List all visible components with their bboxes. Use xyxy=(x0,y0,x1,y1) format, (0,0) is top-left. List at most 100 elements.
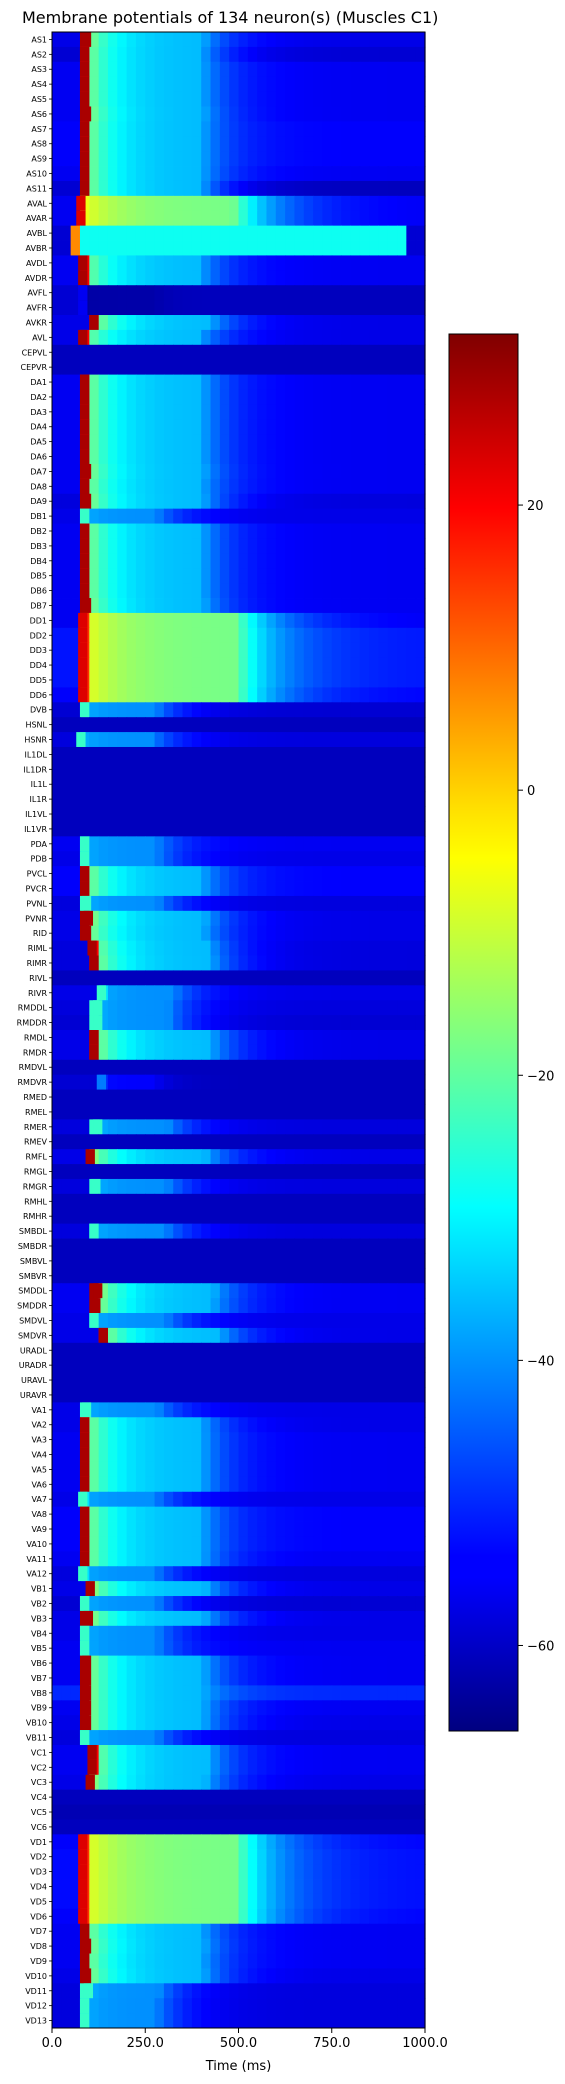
heatmap-cell xyxy=(387,1655,398,1671)
heatmap-cell xyxy=(145,1566,156,1582)
heatmap-cell xyxy=(397,255,407,271)
heatmap-cell xyxy=(52,1342,62,1359)
heatmap-cell xyxy=(61,776,72,793)
heatmap-cell xyxy=(369,1178,379,1195)
heatmap-cell xyxy=(303,806,314,822)
heatmap-cell xyxy=(107,61,118,78)
heatmap-cell xyxy=(107,821,118,837)
heatmap-cell xyxy=(331,434,342,450)
heatmap-cell xyxy=(266,404,277,420)
heatmap-cell xyxy=(378,1283,389,1299)
heatmap-cell xyxy=(89,598,100,614)
heatmap-cell xyxy=(229,1491,240,1508)
heatmap-cell xyxy=(173,151,184,167)
heatmap-cell xyxy=(369,61,379,78)
heatmap-cell xyxy=(201,1149,212,1165)
heatmap-cell xyxy=(266,1238,277,1254)
heatmap-cell xyxy=(378,1625,389,1642)
heatmap-cell xyxy=(322,791,333,807)
heatmap-row-vc1 xyxy=(52,1744,426,1761)
heatmap-cell xyxy=(98,1149,109,1165)
heatmap-cell xyxy=(70,329,81,346)
heatmap-cell xyxy=(201,1640,212,1657)
heatmap-cell xyxy=(135,970,146,986)
heatmap-cell xyxy=(387,1640,398,1657)
heatmap-cell xyxy=(341,1387,351,1403)
heatmap-cell xyxy=(79,1759,90,1776)
heatmap-cell xyxy=(341,1774,351,1791)
heatmap-cell xyxy=(117,225,128,241)
heatmap-cell xyxy=(341,478,351,495)
heatmap-cell xyxy=(415,568,426,584)
heatmap-cell xyxy=(117,255,128,271)
heatmap-cell xyxy=(275,1327,286,1344)
heatmap-cell xyxy=(135,508,146,524)
heatmap-cell xyxy=(61,91,72,107)
heatmap-cell xyxy=(201,1164,212,1180)
heatmap-row-db5 xyxy=(52,568,426,584)
heatmap-cell xyxy=(275,404,286,420)
heatmap-cell xyxy=(266,538,277,554)
heatmap-cell xyxy=(238,836,249,852)
heatmap-cell xyxy=(406,195,417,212)
heatmap-cell xyxy=(247,46,258,63)
heatmap-cell xyxy=(98,910,109,927)
heatmap-cell xyxy=(247,1000,258,1016)
heatmap-cell xyxy=(313,1759,324,1776)
heatmap-cell xyxy=(135,1744,146,1761)
heatmap-cell xyxy=(98,449,109,465)
heatmap-cell xyxy=(238,583,249,599)
heatmap-cell xyxy=(89,761,100,778)
heatmap-cell xyxy=(52,1313,62,1329)
heatmap-cell xyxy=(126,1730,137,1746)
heatmap-cell xyxy=(182,419,193,435)
heatmap-cell xyxy=(107,478,118,495)
spike-cell xyxy=(79,434,90,450)
heatmap-cell xyxy=(238,1640,249,1657)
heatmap-cell xyxy=(369,493,379,510)
heatmap-cell xyxy=(98,821,109,837)
heatmap-cell xyxy=(397,1059,407,1076)
heatmap-cell xyxy=(201,1715,212,1731)
heatmap-cell xyxy=(107,1313,118,1329)
heatmap-cell xyxy=(126,76,137,92)
heatmap-cell xyxy=(117,106,128,122)
heatmap-cell xyxy=(322,627,333,644)
heatmap-cell xyxy=(303,1670,314,1686)
heatmap-cell xyxy=(61,746,72,763)
heatmap-cell xyxy=(331,985,342,1001)
spike-cell xyxy=(79,881,90,897)
heatmap-cell xyxy=(163,1566,174,1582)
heatmap-cell xyxy=(359,955,370,971)
heatmap-cell xyxy=(275,1744,286,1761)
heatmap-cell xyxy=(145,1283,156,1299)
heatmap-cell xyxy=(238,1208,249,1225)
heatmap-cell xyxy=(219,1327,230,1344)
heatmap-cell xyxy=(229,583,240,599)
heatmap-cell xyxy=(266,1506,277,1522)
heatmap-cell xyxy=(369,329,379,346)
heatmap-cell xyxy=(107,1015,118,1031)
heatmap-cell xyxy=(257,285,268,301)
heatmap-cell xyxy=(285,1059,296,1076)
heatmap-cell xyxy=(322,1610,333,1627)
heatmap-cell xyxy=(154,91,165,107)
heatmap-cell xyxy=(98,940,109,956)
heatmap-cell xyxy=(191,195,202,212)
heatmap-cell xyxy=(219,1223,230,1239)
heatmap-cell xyxy=(378,1551,389,1567)
heatmap-cell xyxy=(387,1491,398,1508)
heatmap-cell xyxy=(331,821,342,837)
heatmap-cell xyxy=(70,791,81,807)
heatmap-cell xyxy=(98,1432,109,1448)
heatmap-cell xyxy=(341,940,351,956)
heatmap-cell xyxy=(117,329,128,346)
heatmap-cell xyxy=(229,881,240,897)
heatmap-cell xyxy=(303,493,314,510)
heatmap-cell xyxy=(369,478,379,495)
heatmap-cell xyxy=(238,1700,249,1716)
heatmap-cell xyxy=(397,166,407,182)
heatmap-cell xyxy=(219,46,230,63)
heatmap-cell xyxy=(331,702,342,718)
heatmap-cell xyxy=(117,836,128,852)
